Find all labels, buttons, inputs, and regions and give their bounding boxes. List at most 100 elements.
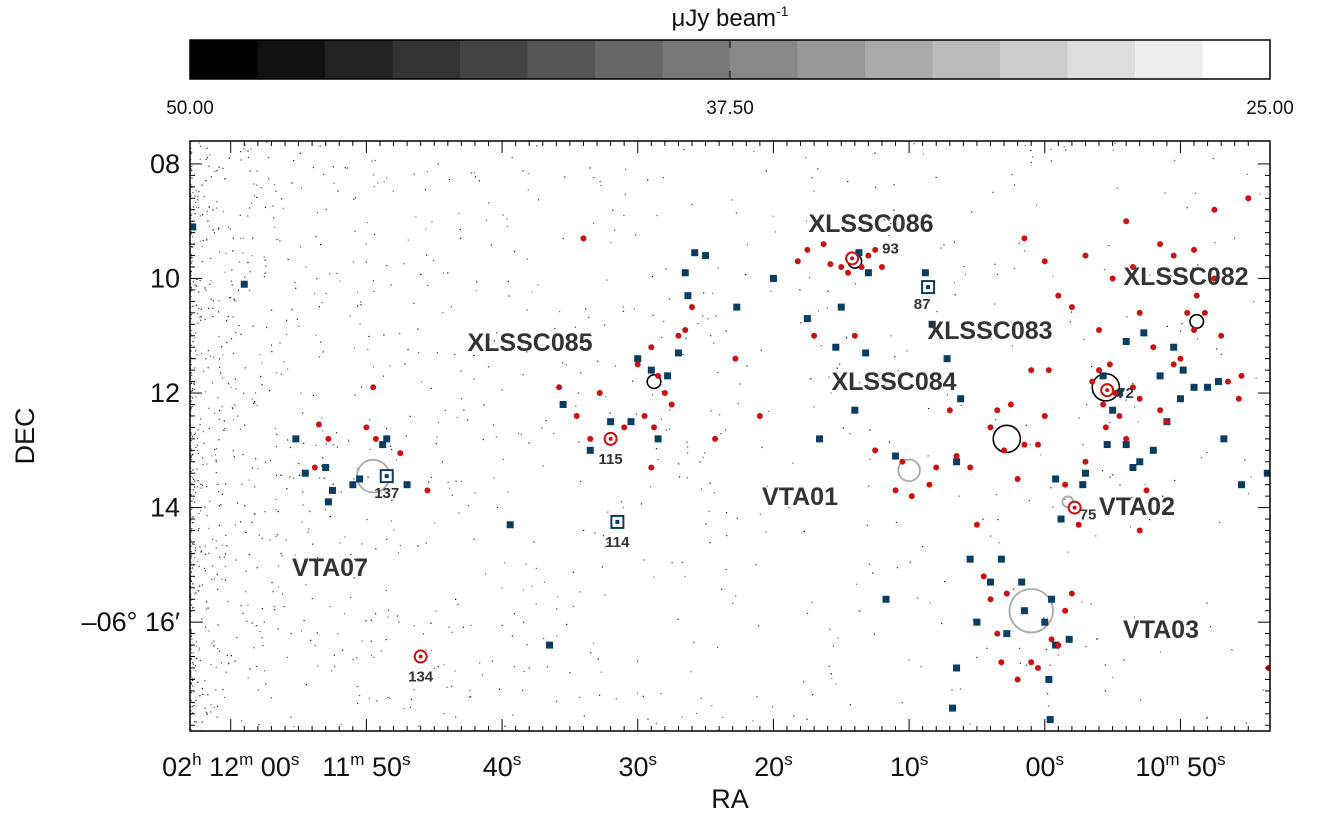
noise-pixel bbox=[827, 290, 829, 292]
x-tick-value: 10 bbox=[1135, 752, 1165, 782]
noise-pixel bbox=[200, 316, 202, 318]
noise-pixel bbox=[413, 625, 415, 627]
noise-pixel bbox=[198, 585, 200, 587]
noise-pixel bbox=[1019, 647, 1021, 649]
noise-pixel bbox=[354, 197, 356, 199]
noise-pixel bbox=[320, 341, 322, 343]
noise-pixel bbox=[446, 686, 448, 688]
red-source-marker bbox=[845, 269, 852, 276]
blue-source-marker bbox=[882, 595, 890, 603]
blue-source-marker bbox=[1136, 458, 1144, 466]
noise-pixel bbox=[269, 389, 271, 392]
noise-pixel bbox=[232, 450, 235, 452]
noise-pixel bbox=[305, 683, 308, 686]
noise-pixel bbox=[1028, 500, 1030, 502]
noise-pixel bbox=[227, 315, 229, 318]
noise-pixel bbox=[858, 610, 860, 613]
noise-pixel bbox=[849, 704, 851, 706]
noise-pixel bbox=[190, 256, 192, 258]
noise-pixel bbox=[753, 150, 755, 152]
noise-pixel bbox=[303, 619, 305, 622]
noise-pixel bbox=[211, 578, 213, 580]
noise-pixel bbox=[222, 544, 224, 546]
noise-pixel bbox=[191, 256, 193, 259]
noise-pixel bbox=[432, 259, 435, 261]
noise-pixel bbox=[403, 263, 405, 265]
noise-pixel bbox=[342, 649, 344, 651]
noise-pixel bbox=[1206, 451, 1208, 454]
noise-pixel bbox=[209, 283, 211, 286]
blue-source-marker bbox=[957, 395, 965, 403]
noise-pixel bbox=[199, 145, 202, 147]
noise-pixel bbox=[194, 195, 196, 197]
noise-pixel bbox=[360, 301, 362, 303]
noise-pixel bbox=[427, 284, 429, 286]
noise-pixel bbox=[387, 697, 389, 699]
red-source-marker bbox=[732, 355, 739, 362]
blue-source-marker bbox=[403, 481, 411, 489]
noise-pixel bbox=[233, 298, 235, 300]
noise-pixel bbox=[430, 622, 432, 624]
noise-pixel bbox=[523, 670, 525, 673]
noise-pixel bbox=[213, 578, 215, 580]
plot-frame bbox=[189, 140, 1271, 732]
noise-pixel bbox=[854, 283, 856, 285]
noise-pixel bbox=[420, 273, 422, 275]
noise-pixel bbox=[739, 383, 741, 385]
red-source-marker bbox=[1201, 309, 1208, 316]
noise-pixel bbox=[847, 181, 849, 183]
noise-pixel bbox=[244, 367, 246, 369]
noise-pixel bbox=[234, 300, 236, 302]
noise-pixel bbox=[230, 338, 233, 340]
red-source-marker bbox=[1191, 246, 1198, 253]
noise-pixel bbox=[997, 273, 999, 275]
noise-pixel bbox=[291, 308, 293, 310]
noise-pixel bbox=[192, 498, 195, 500]
noise-pixel bbox=[285, 319, 288, 321]
noise-pixel bbox=[665, 268, 667, 270]
candidate-name-label: VTA03 bbox=[1123, 616, 1199, 644]
noise-pixel bbox=[647, 718, 649, 720]
noise-pixel bbox=[195, 189, 197, 191]
noise-pixel bbox=[710, 335, 712, 337]
noise-pixel bbox=[211, 538, 214, 541]
red-source-marker bbox=[712, 435, 719, 442]
x-axis-label: RA bbox=[711, 784, 749, 814]
noise-pixel bbox=[969, 723, 971, 725]
colorbar-step bbox=[460, 40, 528, 79]
colorbar-tick-label: 25.00 bbox=[1246, 98, 1294, 119]
noise-pixel bbox=[1144, 483, 1146, 485]
blue-source-marker bbox=[190, 223, 197, 231]
noise-pixel bbox=[218, 251, 221, 253]
noise-pixel bbox=[537, 284, 539, 286]
noise-pixel bbox=[208, 527, 210, 530]
noise-pixel bbox=[215, 547, 217, 549]
noise-pixel bbox=[717, 267, 719, 269]
noise-pixel bbox=[268, 156, 270, 159]
noise-pixel bbox=[1196, 338, 1199, 340]
noise-pixel bbox=[199, 316, 201, 318]
blue-source-marker bbox=[383, 435, 391, 443]
noise-pixel bbox=[709, 482, 711, 484]
noise-pixel bbox=[212, 382, 214, 384]
blue-source-marker bbox=[586, 446, 594, 454]
noise-pixel bbox=[300, 187, 303, 189]
candidate-name-label: VTA07 bbox=[292, 554, 368, 582]
noise-pixel bbox=[190, 699, 192, 701]
noise-pixel bbox=[303, 442, 305, 444]
noise-pixel bbox=[377, 182, 379, 184]
noise-pixel bbox=[600, 671, 602, 673]
noise-pixel bbox=[564, 176, 566, 178]
noise-pixel bbox=[842, 427, 845, 429]
noise-pixel bbox=[607, 542, 609, 544]
blue-source-marker bbox=[892, 452, 900, 460]
noise-pixel bbox=[890, 335, 892, 337]
noise-pixel bbox=[249, 271, 251, 273]
noise-pixel bbox=[669, 428, 671, 430]
noise-pixel bbox=[661, 390, 663, 392]
noise-pixel bbox=[813, 406, 815, 408]
noise-pixel bbox=[191, 390, 194, 392]
noise-pixel bbox=[437, 666, 439, 668]
noise-pixel bbox=[786, 500, 788, 502]
noise-pixel bbox=[193, 478, 195, 480]
